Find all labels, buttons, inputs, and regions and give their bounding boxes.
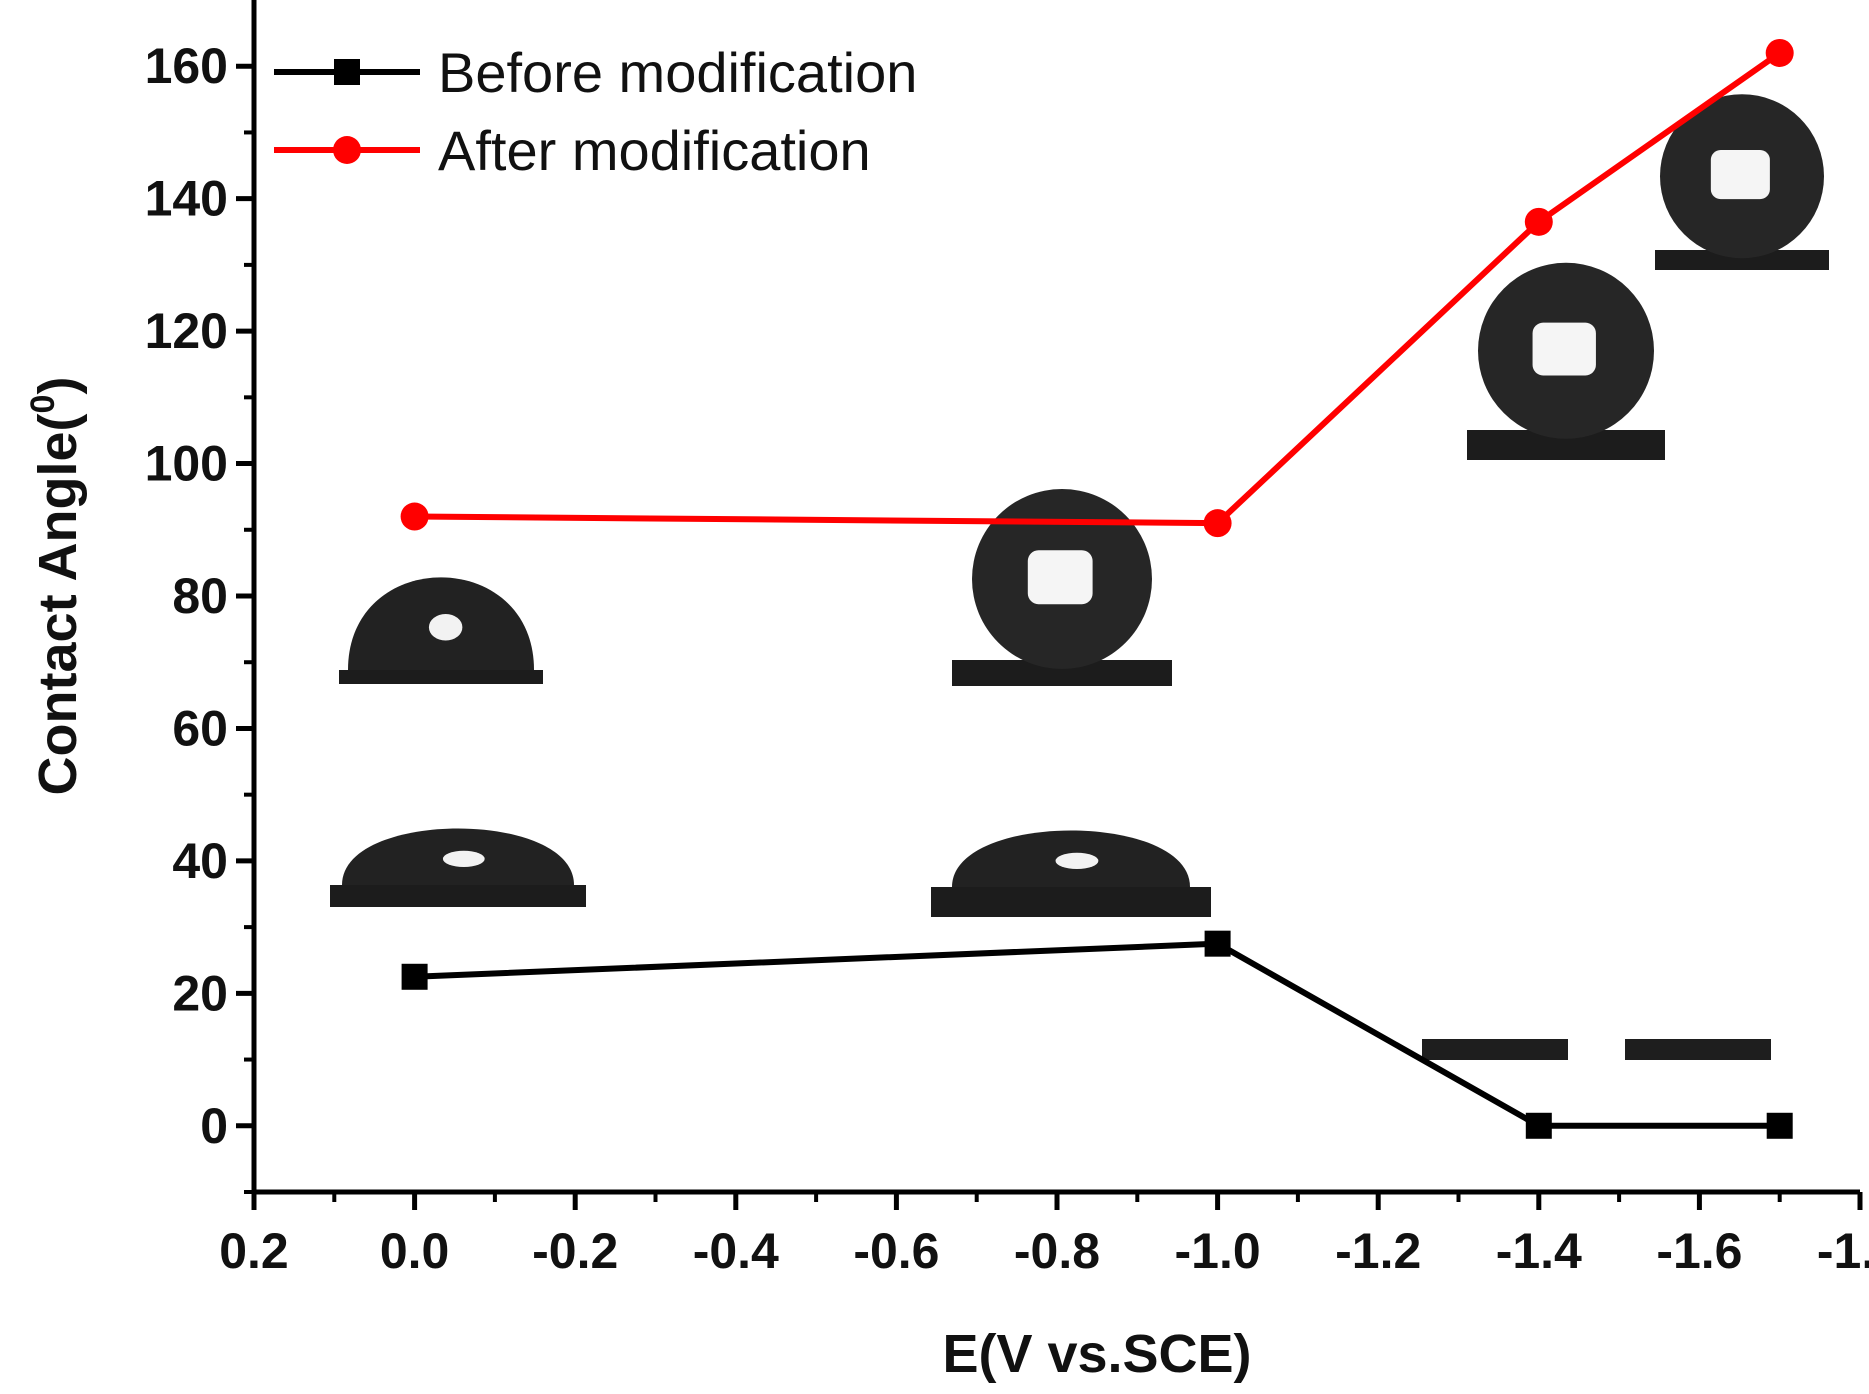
legend-item-after: After modification <box>274 119 871 182</box>
y-tick-label: 0 <box>200 1098 228 1154</box>
droplet-substrate <box>1655 250 1829 270</box>
x-tick-label: -1.6 <box>1656 1223 1742 1279</box>
droplet-insets <box>330 94 1829 1060</box>
x-tick-label: -0.8 <box>1014 1223 1100 1279</box>
axes: 0.2 0.0 -0.2 -0.4 -0.6 -0.8 -1.0 -1.2 -1.4 -1.6 -1… <box>24 0 1869 1384</box>
series-group <box>400 38 1794 1139</box>
legend-label: After modification <box>438 119 871 182</box>
legend-marker <box>333 136 361 164</box>
droplet-before-1.7V <box>1625 1039 1771 1060</box>
droplet-after-0.0V <box>339 577 543 684</box>
droplet-before-1.0V <box>931 830 1211 917</box>
data-point <box>1525 1112 1552 1139</box>
droplet-highlight <box>1710 149 1770 200</box>
film-substrate <box>1625 1039 1771 1060</box>
droplet-highlight <box>1027 550 1093 605</box>
y-tick-label: 100 <box>145 436 228 492</box>
droplet-highlight <box>442 850 485 868</box>
y-tick-label: 80 <box>172 568 228 624</box>
y-tick-label: 140 <box>145 171 228 227</box>
series-before <box>401 930 1793 1139</box>
y-axis-title-suffix: ) <box>28 377 88 395</box>
x-tick-label: -1.8 <box>1817 1223 1869 1279</box>
x-axis-title: E(V vs.SCE) <box>942 1324 1251 1384</box>
legend-item-before: Before modification <box>274 41 917 104</box>
legend: Before modification After modification <box>274 41 917 182</box>
droplet-highlight <box>1532 322 1596 376</box>
droplet-after-1.7V <box>1655 94 1829 270</box>
x-tick-label: 0.0 <box>380 1223 450 1279</box>
series-after <box>400 38 1794 538</box>
droplet-after-1.4V <box>1467 262 1665 460</box>
film-substrate <box>1422 1039 1568 1060</box>
droplet-before-0.0V <box>330 828 586 907</box>
y-tick-label: 20 <box>172 965 228 1021</box>
x-tick-label: 0.2 <box>219 1223 289 1279</box>
droplet-substrate <box>931 887 1211 917</box>
x-tick-label: -0.4 <box>693 1223 779 1279</box>
droplet-after-1.0V <box>952 489 1172 686</box>
y-axis-title-main: Contact Angle( <box>28 413 88 795</box>
x-tick-label: -1.2 <box>1335 1223 1421 1279</box>
x-tick-label: -0.2 <box>532 1223 618 1279</box>
data-point <box>1766 1112 1793 1139</box>
droplet-substrate <box>339 670 543 684</box>
droplet-highlight <box>1055 852 1099 870</box>
data-point <box>400 502 429 531</box>
series-line <box>414 50 1782 527</box>
y-tick-label: 40 <box>172 833 228 889</box>
data-point <box>1524 207 1553 236</box>
data-point <box>401 963 428 990</box>
y-axis-title: Contact Angle(0) <box>24 377 88 796</box>
data-point <box>1765 38 1794 67</box>
y-axis-title-superscript: 0 <box>24 395 62 414</box>
x-tick-label: -1.4 <box>1496 1223 1582 1279</box>
droplet-highlight <box>428 613 463 641</box>
x-tick-label: -1.0 <box>1175 1223 1261 1279</box>
legend-label: Before modification <box>438 41 917 104</box>
y-tick-label: 60 <box>172 700 228 756</box>
legend-marker <box>334 59 360 85</box>
data-point <box>1204 930 1231 957</box>
y-tick-label: 160 <box>145 38 228 94</box>
series-line <box>414 940 1780 1129</box>
droplet-before-1.4V <box>1422 1039 1568 1060</box>
x-tick-label: -0.6 <box>853 1223 939 1279</box>
y-tick-label: 120 <box>145 303 228 359</box>
droplet-substrate <box>330 885 586 907</box>
data-point <box>1203 509 1232 538</box>
